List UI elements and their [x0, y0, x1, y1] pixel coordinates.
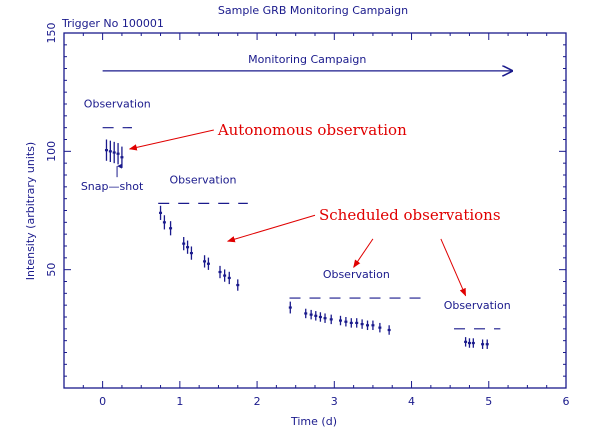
- annotation-arrow: [226, 214, 316, 243]
- y-axis-label: Intensity (arbitrary units): [24, 142, 37, 280]
- annotation-arrow: [440, 238, 467, 297]
- x-tick-label: 1: [176, 395, 183, 408]
- annotation-arrow: [128, 129, 214, 151]
- observation-label: Observation: [444, 299, 511, 312]
- y-axis: 50 100 150: [45, 23, 566, 389]
- y-tick-label: 50: [45, 263, 58, 277]
- data-series: [104, 139, 489, 349]
- chart-title: Sample GRB Monitoring Campaign: [218, 4, 408, 17]
- observation-label: Observation: [323, 268, 390, 281]
- observation-label: Observation: [170, 173, 237, 186]
- annotation-text: Scheduled observations: [319, 206, 501, 224]
- x-axis-label: Time (d): [290, 415, 337, 428]
- x-axis: 0 1 2 3 4 5 6: [63, 33, 570, 408]
- chart-subtitle: Trigger No 100001: [61, 17, 164, 30]
- x-tick-label: 5: [485, 395, 492, 408]
- y-tick-label: 150: [45, 23, 58, 44]
- x-tick-label: 6: [563, 395, 570, 408]
- y-tick-label: 100: [45, 141, 58, 162]
- campaign-label: Monitoring Campaign: [248, 53, 366, 66]
- annotations: Autonomous observation Scheduled observat…: [81, 121, 501, 297]
- annotation-text: Autonomous observation: [217, 121, 407, 139]
- x-tick-label: 4: [408, 395, 415, 408]
- snapshot-label: Snap—shot: [81, 180, 144, 193]
- observation-label: Observation: [84, 98, 151, 111]
- annotation-arrow: [353, 238, 374, 268]
- monitoring-campaign: Monitoring Campaign: [102, 53, 512, 71]
- x-tick-label: 3: [331, 395, 338, 408]
- observation-windows: Observation Observation Observation Observa…: [84, 98, 511, 330]
- x-tick-label: 0: [99, 395, 106, 408]
- x-tick-label: 2: [254, 395, 261, 408]
